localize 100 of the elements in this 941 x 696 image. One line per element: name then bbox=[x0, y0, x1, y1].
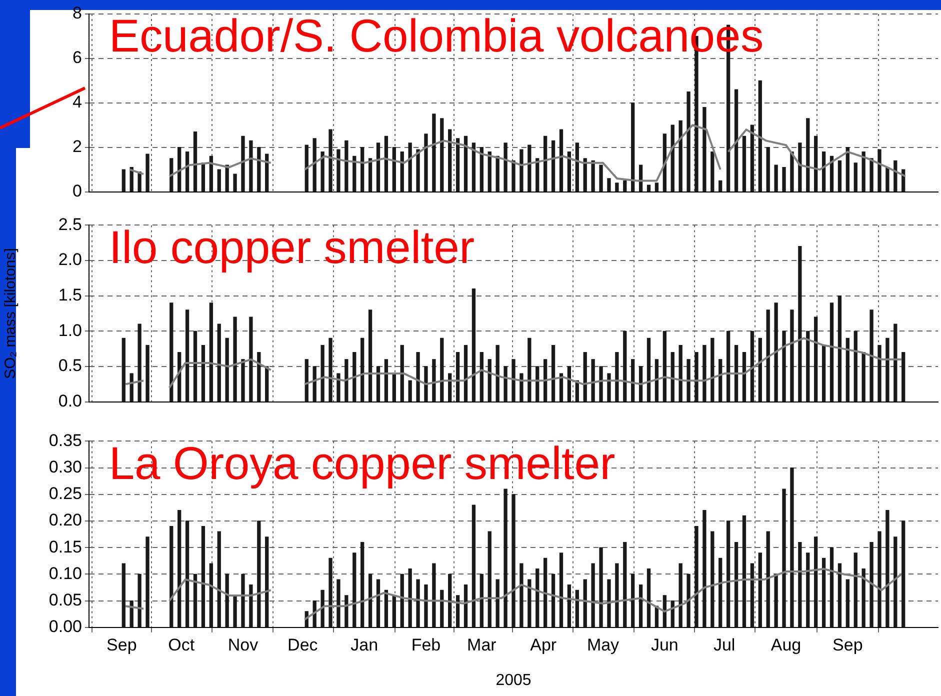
bar bbox=[551, 140, 556, 192]
bar bbox=[304, 144, 308, 192]
bar bbox=[217, 169, 221, 192]
y-axis-title: SO₂ mass [kilotons] bbox=[2, 248, 20, 379]
bar bbox=[138, 171, 142, 192]
bar bbox=[830, 302, 834, 402]
bar bbox=[870, 542, 874, 628]
bar bbox=[750, 563, 754, 628]
bar bbox=[193, 330, 198, 402]
bar bbox=[750, 330, 754, 402]
bar bbox=[806, 552, 810, 628]
bar bbox=[360, 338, 364, 402]
bar bbox=[400, 344, 404, 402]
bar bbox=[599, 547, 603, 628]
bar bbox=[838, 160, 842, 192]
bar bbox=[615, 182, 619, 192]
bar bbox=[241, 136, 245, 192]
bar bbox=[536, 568, 540, 628]
bar bbox=[328, 558, 332, 628]
bar bbox=[312, 366, 316, 402]
bar bbox=[400, 574, 404, 628]
bar bbox=[464, 344, 468, 402]
bar bbox=[798, 246, 802, 402]
bar bbox=[710, 338, 714, 402]
x-axis-title: 2005 bbox=[496, 672, 532, 689]
bar bbox=[726, 520, 730, 628]
y-tick-label: 0.20 bbox=[48, 510, 82, 530]
bar bbox=[217, 324, 221, 402]
x-tick-label: Jul bbox=[713, 635, 736, 654]
bar bbox=[902, 520, 906, 628]
bar bbox=[488, 151, 492, 192]
bar bbox=[766, 531, 770, 628]
bar bbox=[862, 352, 866, 402]
bar bbox=[504, 142, 508, 192]
bar bbox=[480, 574, 484, 628]
y-tick-label: 0.35 bbox=[48, 430, 82, 450]
bar bbox=[201, 344, 206, 402]
bar bbox=[496, 344, 500, 402]
bar bbox=[416, 149, 420, 192]
bar bbox=[193, 574, 198, 628]
bar bbox=[543, 558, 548, 628]
bar bbox=[233, 316, 237, 402]
bar bbox=[646, 568, 651, 628]
bar bbox=[265, 536, 269, 628]
bar bbox=[734, 344, 738, 402]
bar bbox=[464, 136, 468, 192]
y-tick-label: 0.15 bbox=[48, 537, 82, 556]
bar bbox=[233, 595, 237, 628]
bar bbox=[623, 180, 627, 192]
bar bbox=[225, 164, 229, 192]
bar bbox=[520, 149, 524, 192]
bar bbox=[798, 142, 802, 192]
bar bbox=[456, 352, 460, 402]
bar bbox=[384, 136, 388, 192]
bar bbox=[774, 574, 778, 628]
bar bbox=[623, 330, 627, 402]
bar bbox=[424, 366, 428, 402]
bar bbox=[320, 344, 324, 402]
bar bbox=[328, 129, 332, 192]
bar bbox=[376, 579, 380, 628]
bar bbox=[185, 310, 190, 402]
bar bbox=[615, 352, 619, 402]
y-tick-label: 2 bbox=[72, 137, 82, 156]
y-tick-label: 6 bbox=[72, 48, 82, 68]
bar bbox=[583, 579, 587, 628]
bar bbox=[551, 574, 556, 628]
bar bbox=[782, 330, 786, 402]
bar bbox=[702, 510, 706, 628]
bar bbox=[241, 574, 245, 628]
chart-title: La Oroya copper smelter bbox=[109, 436, 616, 489]
bar bbox=[170, 302, 174, 402]
bar bbox=[432, 563, 436, 628]
bar bbox=[328, 338, 332, 402]
bar bbox=[241, 359, 245, 402]
bar bbox=[520, 563, 524, 628]
bar bbox=[265, 366, 269, 402]
bar bbox=[408, 380, 412, 402]
bar bbox=[488, 531, 492, 628]
bar bbox=[528, 144, 532, 192]
bar bbox=[662, 330, 666, 402]
bar bbox=[583, 158, 587, 192]
bar bbox=[146, 154, 150, 192]
bar bbox=[678, 120, 682, 192]
bar bbox=[416, 579, 420, 628]
bar bbox=[536, 366, 540, 402]
bar bbox=[122, 563, 126, 628]
bar bbox=[368, 310, 372, 402]
bar bbox=[670, 124, 674, 192]
bar bbox=[814, 316, 818, 402]
bar bbox=[870, 158, 874, 192]
bar bbox=[249, 316, 253, 402]
y-tick-label: 4 bbox=[72, 92, 82, 112]
bar bbox=[185, 151, 190, 192]
bar bbox=[782, 167, 786, 192]
bar bbox=[384, 359, 388, 402]
bar bbox=[894, 324, 898, 402]
bar bbox=[432, 114, 436, 192]
bar bbox=[822, 151, 826, 192]
bar bbox=[830, 547, 834, 628]
bar bbox=[480, 352, 484, 402]
